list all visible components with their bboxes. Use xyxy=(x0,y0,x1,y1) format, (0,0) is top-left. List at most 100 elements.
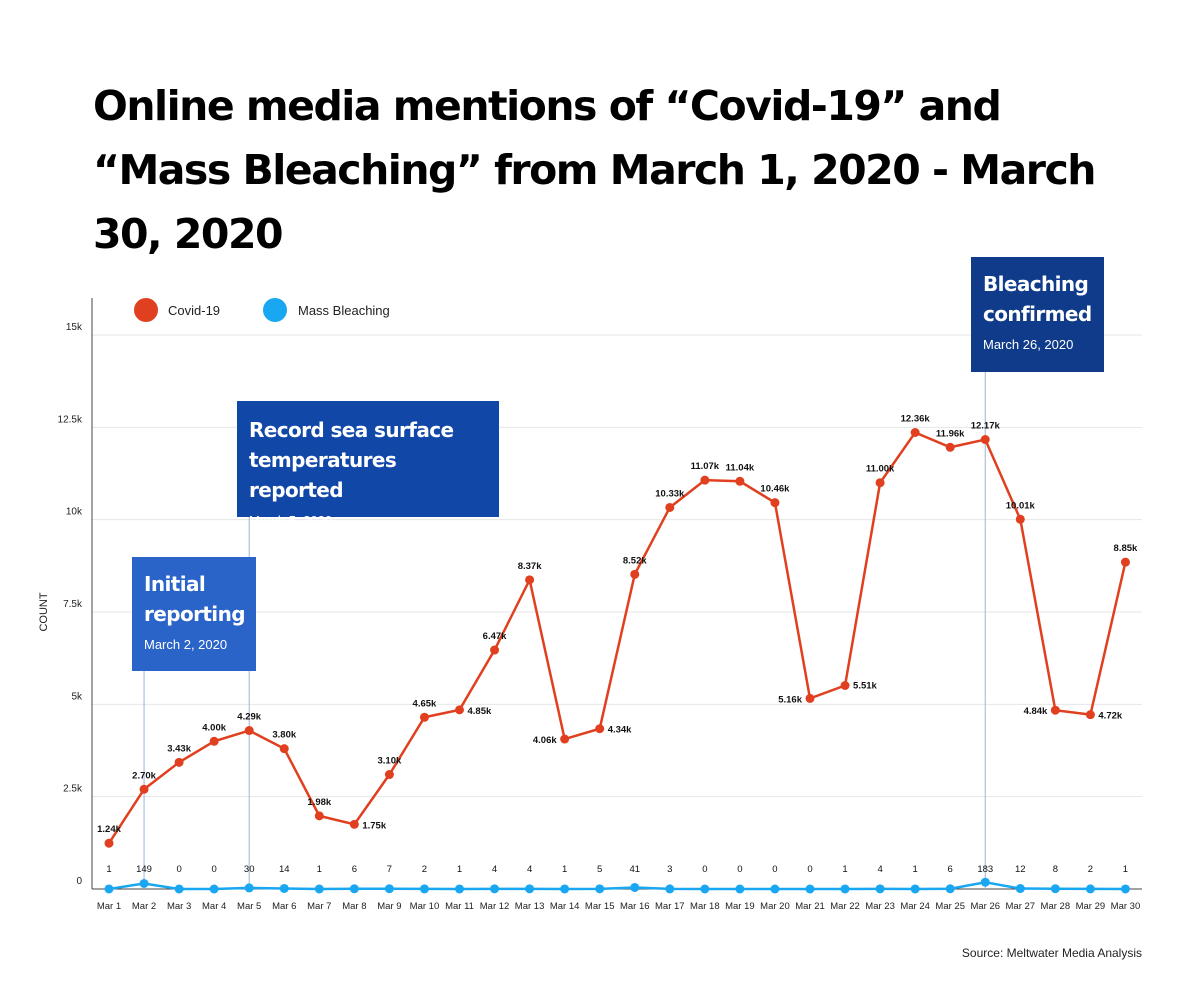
data-label-covid: 8.52k xyxy=(623,555,647,566)
data-point-mass-bleaching xyxy=(665,884,675,894)
data-point-mass-bleaching xyxy=(840,884,850,894)
data-label-mass-bleaching: 4 xyxy=(527,864,532,875)
x-tick-label: Mar 28 xyxy=(1041,901,1071,912)
x-tick-label: Mar 2 xyxy=(132,901,156,912)
data-point-covid xyxy=(384,770,394,780)
x-tick-label: Mar 10 xyxy=(410,901,440,912)
data-label-covid: 10.01k xyxy=(1006,500,1036,511)
data-point-mass-bleaching xyxy=(209,884,219,894)
x-tick-label: Mar 3 xyxy=(167,901,191,912)
data-label-mass-bleaching: 14 xyxy=(279,864,290,875)
data-point-covid xyxy=(805,693,815,703)
data-point-mass-bleaching xyxy=(595,884,605,894)
data-label-covid: 11.00k xyxy=(866,464,895,475)
y-axis-label: COUNT xyxy=(38,592,50,631)
x-tick-label: Mar 14 xyxy=(550,901,580,912)
x-tick-label: Mar 21 xyxy=(795,901,825,912)
y-tick-label: 15k xyxy=(66,322,83,333)
data-label-mass-bleaching: 1 xyxy=(106,864,111,875)
data-label-mass-bleaching: 0 xyxy=(807,864,812,875)
y-tick-label: 2.5k xyxy=(63,784,83,795)
x-tick-label: Mar 30 xyxy=(1111,901,1141,912)
x-tick-label: Mar 13 xyxy=(515,901,545,912)
data-point-mass-bleaching xyxy=(805,884,815,894)
data-point-mass-bleaching xyxy=(1085,884,1095,894)
data-point-covid xyxy=(980,435,990,445)
data-point-covid xyxy=(1085,710,1095,720)
data-point-mass-bleaching xyxy=(980,877,990,887)
data-point-covid xyxy=(665,502,675,512)
data-point-covid xyxy=(875,478,885,488)
data-point-covid xyxy=(770,498,780,508)
data-label-covid: 4.65k xyxy=(413,698,437,709)
data-point-mass-bleaching xyxy=(244,883,254,893)
data-label-covid: 3.10k xyxy=(378,756,402,767)
y-tick-label: 5k xyxy=(71,691,83,702)
data-point-mass-bleaching xyxy=(1120,884,1130,894)
data-label-mass-bleaching: 30 xyxy=(244,864,255,875)
data-label-covid: 8.37k xyxy=(518,561,542,572)
x-tick-label: Mar 19 xyxy=(725,901,755,912)
data-label-covid: 1.24k xyxy=(97,824,121,835)
data-point-mass-bleaching xyxy=(735,884,745,894)
data-point-covid xyxy=(174,757,184,767)
x-tick-label: Mar 7 xyxy=(307,901,331,912)
annotation-record-heading: Record sea surface temperatures reported xyxy=(249,418,454,502)
x-tick-label: Mar 22 xyxy=(830,901,860,912)
data-label-covid: 4.34k xyxy=(608,725,632,736)
x-tick-label: Mar 5 xyxy=(237,901,261,912)
legend-marker-mass-bleaching xyxy=(263,298,287,322)
data-label-mass-bleaching: 0 xyxy=(772,864,777,875)
data-point-covid xyxy=(279,744,289,754)
data-point-mass-bleaching xyxy=(419,884,429,894)
annotation-record-temperatures: Record sea surface temperatures reported… xyxy=(237,401,499,528)
data-label-mass-bleaching: 1 xyxy=(1123,864,1128,875)
data-label-covid: 4.29k xyxy=(237,712,261,723)
data-label-mass-bleaching: 41 xyxy=(629,864,640,875)
x-tick-label: Mar 26 xyxy=(970,901,1000,912)
data-point-covid xyxy=(104,838,114,848)
data-point-covid xyxy=(419,712,429,722)
data-label-mass-bleaching: 1 xyxy=(913,864,918,875)
data-point-covid xyxy=(139,784,149,794)
data-label-mass-bleaching: 7 xyxy=(387,864,392,875)
data-label-mass-bleaching: 1 xyxy=(317,864,322,875)
data-label-covid: 4.84k xyxy=(1024,706,1048,717)
data-label-covid: 5.16k xyxy=(778,694,802,705)
data-point-covid xyxy=(945,442,955,452)
data-point-mass-bleaching xyxy=(700,884,710,894)
x-tick-label: Mar 20 xyxy=(760,901,790,912)
data-point-mass-bleaching xyxy=(314,884,324,894)
data-point-covid xyxy=(525,575,535,585)
data-label-mass-bleaching: 12 xyxy=(1015,864,1026,875)
data-point-mass-bleaching xyxy=(1050,884,1060,894)
data-label-mass-bleaching: 4 xyxy=(877,864,882,875)
data-label-mass-bleaching: 0 xyxy=(737,864,742,875)
data-label-mass-bleaching: 6 xyxy=(948,864,953,875)
chart-title: Online media mentions of “Covid-19” and … xyxy=(93,82,1096,258)
x-tick-label: Mar 4 xyxy=(202,901,226,912)
data-label-mass-bleaching: 6 xyxy=(352,864,357,875)
data-label-covid: 11.07k xyxy=(691,461,720,472)
x-tick-label: Mar 24 xyxy=(900,901,930,912)
data-point-mass-bleaching xyxy=(875,884,885,894)
y-tick-label: 12.5k xyxy=(58,414,83,425)
data-point-covid xyxy=(840,680,850,690)
data-label-mass-bleaching: 4 xyxy=(492,864,497,875)
data-point-covid xyxy=(209,736,219,746)
data-point-covid xyxy=(630,569,640,579)
y-tick-label: 0 xyxy=(76,876,82,887)
x-tick-label: Mar 29 xyxy=(1076,901,1106,912)
x-tick-label: Mar 17 xyxy=(655,901,685,912)
y-tick-label: 10k xyxy=(66,507,83,518)
data-point-mass-bleaching xyxy=(139,878,149,888)
data-label-covid: 4.72k xyxy=(1098,711,1122,722)
data-label-covid: 8.85k xyxy=(1114,543,1138,554)
data-label-covid: 11.96k xyxy=(936,428,965,439)
data-point-mass-bleaching xyxy=(349,884,359,894)
y-tick-label: 7.5k xyxy=(63,599,83,610)
data-point-covid xyxy=(244,726,254,736)
data-label-mass-bleaching: 183 xyxy=(977,864,993,875)
data-label-covid: 3.43k xyxy=(167,743,191,754)
data-label-mass-bleaching: 8 xyxy=(1053,864,1058,875)
